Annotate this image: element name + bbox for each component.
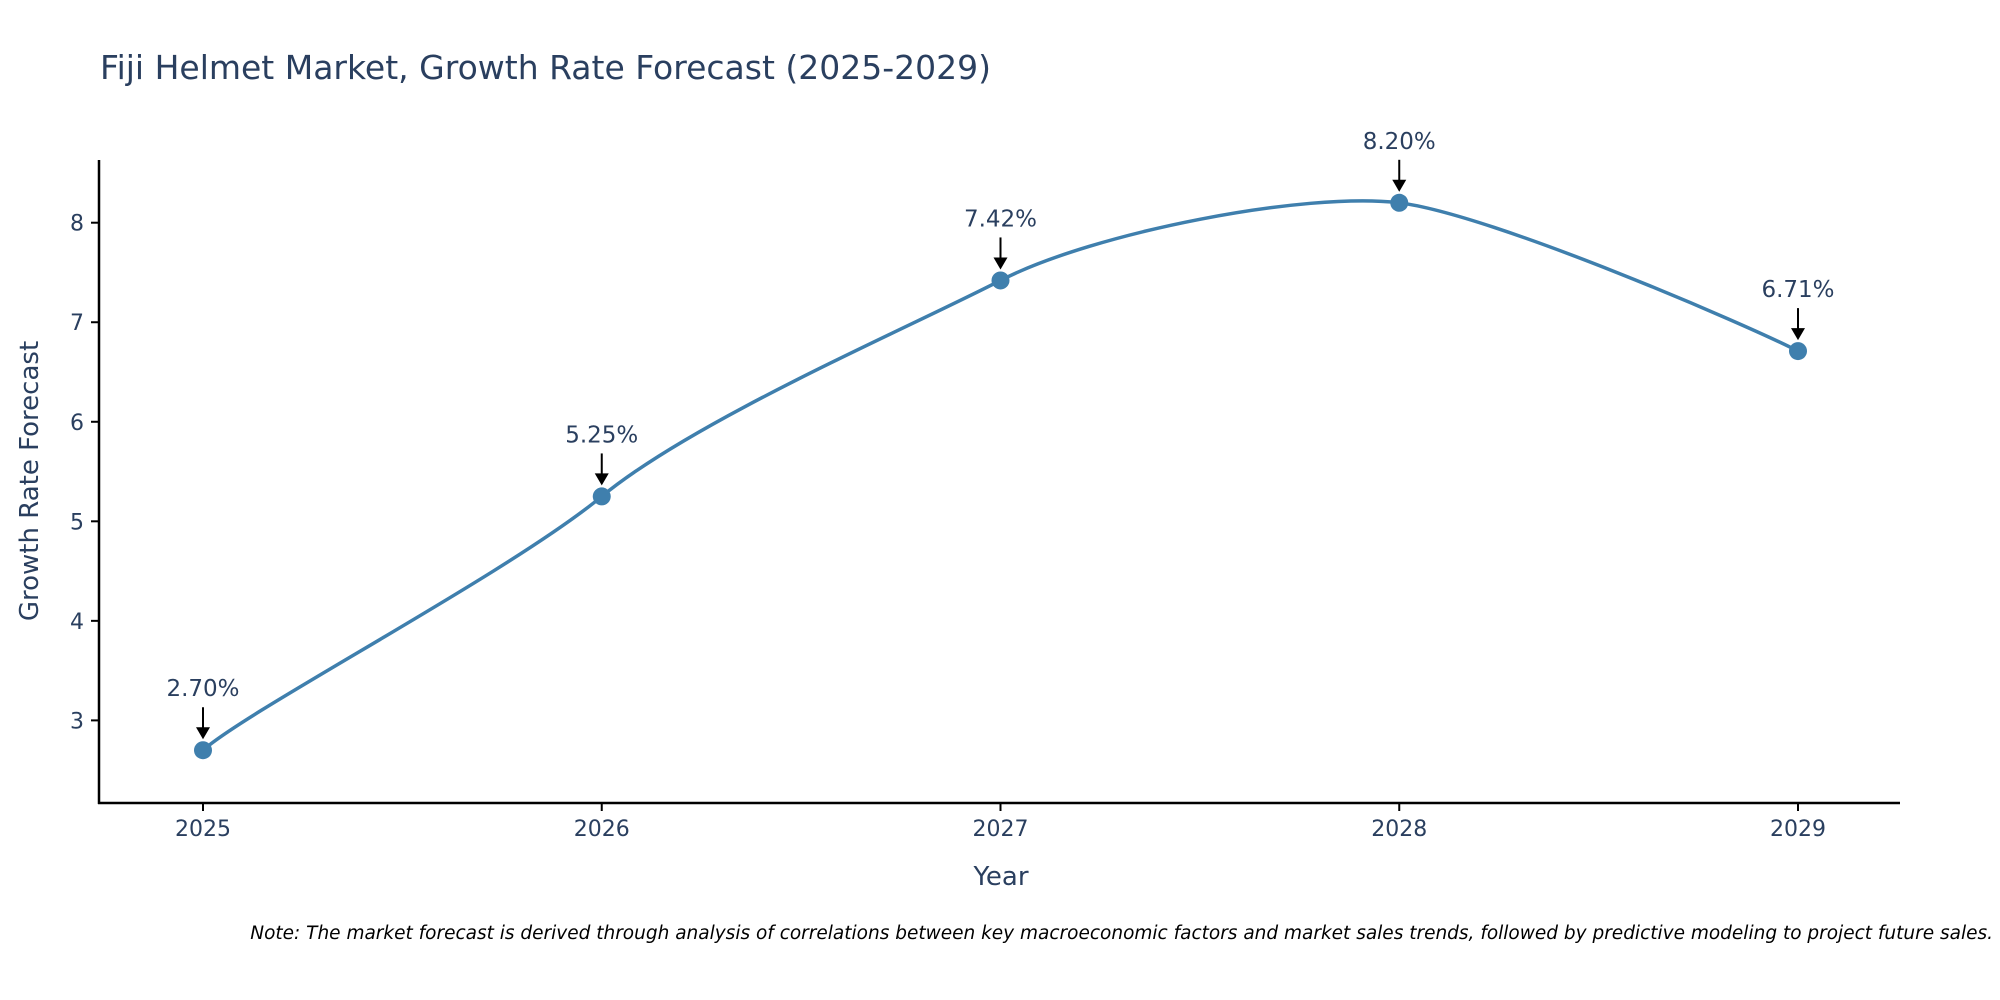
chart-title: Fiji Helmet Market, Growth Rate Forecast… bbox=[100, 48, 991, 87]
x-tick-label: 2026 bbox=[574, 817, 630, 842]
footnote: Note: The market forecast is derived thr… bbox=[250, 923, 1993, 944]
y-tick-label: 3 bbox=[70, 709, 84, 734]
annotation-arrow-head bbox=[993, 257, 1008, 270]
annotation-arrow-head bbox=[1392, 179, 1407, 192]
x-axis-label: Year bbox=[972, 862, 1028, 892]
x-tick-label: 2029 bbox=[1770, 817, 1826, 842]
annotation-arrow-head bbox=[594, 473, 609, 486]
data-point bbox=[1390, 193, 1409, 212]
data-point bbox=[592, 487, 611, 506]
data-label-annotations: 2.70% 5.25% 7.42% 8.20% 6.71% bbox=[166, 129, 1835, 740]
data-point bbox=[1789, 342, 1807, 361]
data-label: 6.71% bbox=[1761, 277, 1834, 303]
x-tick-label: 2025 bbox=[175, 817, 231, 842]
series-markers bbox=[194, 193, 1807, 760]
y-tick-label: 8 bbox=[70, 212, 84, 237]
y-tick-label: 7 bbox=[70, 311, 84, 336]
y-tick-label: 6 bbox=[70, 411, 84, 436]
annotation-arrow-head bbox=[196, 727, 210, 740]
y-tick-label: 5 bbox=[70, 510, 84, 535]
data-label: 8.20% bbox=[1363, 129, 1436, 155]
y-tick-label: 4 bbox=[70, 610, 84, 635]
plot-area: 3 4 5 6 7 8 2025 2026 2027 2028 2029 2.70% 5.25% 7.… bbox=[70, 129, 1900, 842]
x-axis-ticks: 2025 2026 2027 2028 2029 bbox=[175, 803, 1826, 842]
data-label: 7.42% bbox=[964, 206, 1037, 232]
data-point bbox=[194, 741, 212, 760]
data-label: 5.25% bbox=[565, 422, 638, 448]
x-tick-label: 2027 bbox=[973, 817, 1029, 842]
y-axis-ticks: 3 4 5 6 7 8 bbox=[70, 212, 99, 734]
x-tick-label: 2028 bbox=[1371, 817, 1427, 842]
annotation-arrow-head bbox=[1791, 328, 1805, 341]
y-axis-label: Growth Rate Forecast bbox=[15, 341, 45, 621]
data-label: 2.70% bbox=[166, 676, 239, 702]
data-point bbox=[991, 271, 1010, 290]
